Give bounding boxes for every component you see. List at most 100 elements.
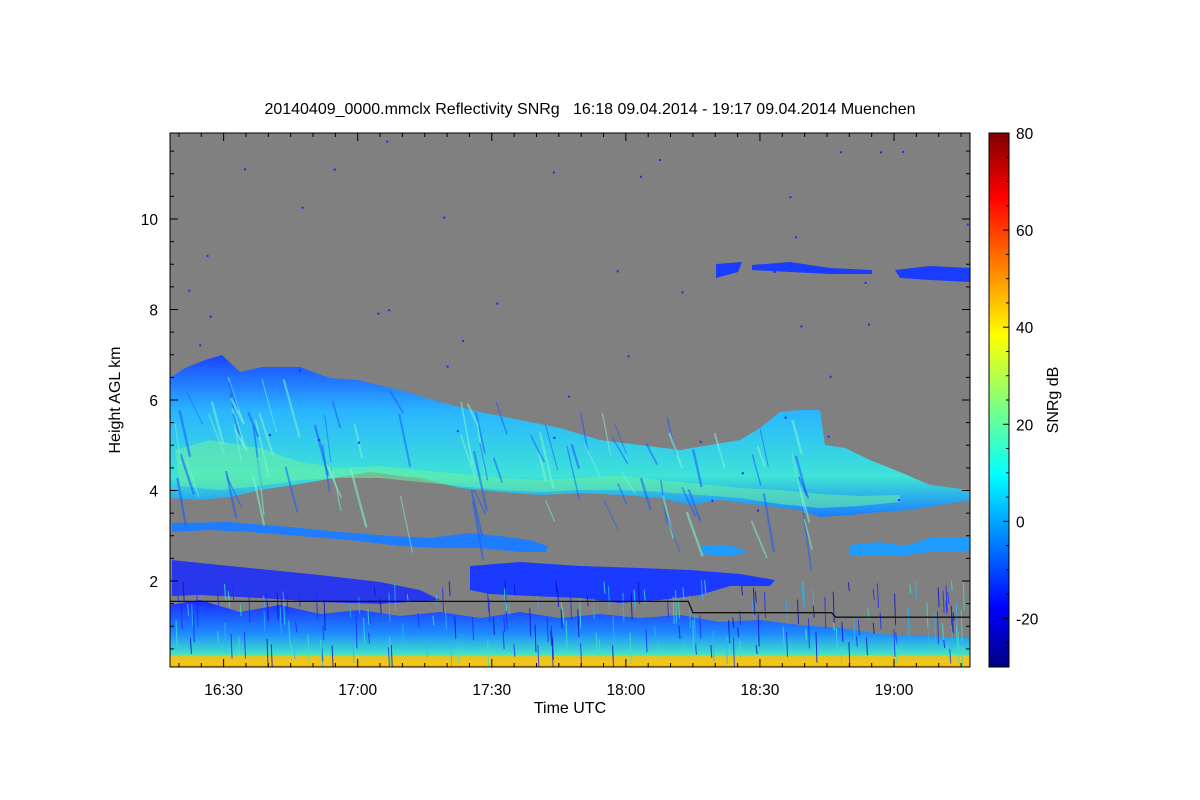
noise-speck	[333, 168, 336, 171]
fall-streak	[231, 408, 247, 449]
fall-streak	[791, 453, 806, 513]
noise-speck	[898, 499, 901, 502]
clutter-streak	[960, 609, 963, 642]
clutter-streak	[487, 593, 490, 612]
clutter-streak	[368, 632, 371, 644]
x-tick-label: 18:30	[741, 682, 780, 699]
fall-streak	[399, 495, 414, 553]
clutter-streak	[373, 586, 376, 597]
clutter-streak	[802, 581, 805, 609]
clutter-streak	[390, 645, 393, 667]
x-axis: 16:30 17:00 17:30 18:00 18:30 19:00	[178, 133, 962, 699]
clutter-streak	[492, 617, 495, 635]
noise-speck	[567, 395, 570, 398]
clutter-streak	[700, 580, 703, 601]
clutter-streak	[504, 580, 507, 604]
clutter-streak	[728, 620, 731, 644]
clutter-streak	[580, 643, 582, 667]
fall-streak	[186, 391, 204, 425]
clutter-streak	[694, 615, 697, 646]
clutter-streak	[283, 600, 286, 625]
fall-streak	[247, 411, 260, 438]
clutter-streak	[388, 636, 391, 665]
clutter-streak	[595, 633, 598, 658]
fall-streak	[584, 443, 601, 478]
clutter-streak	[654, 626, 657, 638]
clutter-streak	[472, 617, 475, 641]
clutter-streak	[726, 637, 729, 648]
fall-streak	[803, 518, 813, 550]
fall-streak	[750, 520, 768, 559]
clutter-streak	[288, 620, 291, 643]
clutter-streak	[950, 605, 953, 632]
clutter-streak	[630, 593, 633, 620]
clutter-streak	[248, 594, 251, 623]
clutter-streak	[754, 591, 757, 603]
clutter-streak	[712, 630, 715, 662]
clutter-streak	[331, 645, 334, 667]
clutter-streak	[442, 587, 445, 613]
fall-streak-lines	[174, 376, 965, 667]
clutter-streak	[191, 604, 194, 627]
clutter-streak	[949, 648, 952, 664]
y-tick-label: 8	[149, 302, 158, 319]
chart-title: 20140409_0000.mmclx Reflectivity SNRg 16…	[264, 101, 915, 118]
clutter-streak	[840, 646, 843, 665]
colorbar-tick-label: 0	[1016, 514, 1025, 531]
y-tick-label: 6	[149, 393, 158, 410]
clutter-streak	[704, 580, 707, 594]
fall-streak	[179, 453, 196, 495]
clutter-streak	[293, 640, 296, 660]
y-axis: 2 4 6 8 10	[141, 150, 970, 650]
clutter-streak	[508, 604, 511, 616]
fall-streak	[687, 488, 702, 523]
clutter-streak	[280, 598, 283, 624]
clutter-streak	[270, 644, 273, 667]
clutter-streak	[867, 608, 870, 620]
fall-streak	[466, 403, 479, 427]
clutter-streak	[950, 580, 953, 591]
clutter-streak	[927, 632, 930, 644]
clutter-streak	[782, 626, 785, 647]
clutter-streak	[841, 621, 844, 642]
noise-speck	[209, 315, 212, 318]
clutter-streak	[276, 592, 279, 621]
clutter-streak	[569, 589, 572, 620]
clutter-streak	[955, 603, 958, 635]
fall-streak	[799, 487, 811, 523]
clutter-streak	[612, 645, 614, 667]
fall-streak	[210, 401, 225, 445]
fall-streak	[759, 428, 769, 468]
clutter-streak	[737, 627, 740, 637]
clutter-streak	[560, 600, 563, 611]
noise-speck	[462, 340, 465, 343]
fall-streak	[664, 511, 681, 552]
clutter-streak	[551, 648, 554, 667]
clutter-streak	[323, 599, 326, 631]
y-axis-label: Height AGL km	[107, 346, 124, 453]
clutter-streak	[879, 612, 882, 630]
fall-streak	[257, 457, 265, 516]
fall-streak	[398, 413, 412, 467]
clutter-streak	[926, 603, 929, 629]
echo-features	[170, 140, 970, 667]
clutter-streak	[598, 639, 601, 654]
clutter-streak	[182, 582, 185, 601]
clutter-streak	[322, 625, 325, 640]
clutter-streak	[404, 588, 407, 600]
clutter-streak	[629, 632, 632, 664]
noise-speck	[206, 254, 209, 257]
fall-streak	[762, 493, 776, 553]
noise-speck	[199, 344, 202, 347]
clutter-streak	[622, 592, 625, 622]
clutter-streak	[387, 647, 390, 667]
x-tick-label: 17:30	[472, 682, 511, 699]
fall-streak	[614, 423, 627, 454]
upper-cirrus-layer	[716, 262, 970, 282]
noise-speck	[699, 440, 702, 443]
clutter-streak	[243, 631, 246, 659]
clutter-streak	[692, 620, 695, 652]
boundary-line	[170, 600, 970, 618]
clutter-streak	[487, 641, 490, 667]
fall-streak	[691, 449, 703, 488]
